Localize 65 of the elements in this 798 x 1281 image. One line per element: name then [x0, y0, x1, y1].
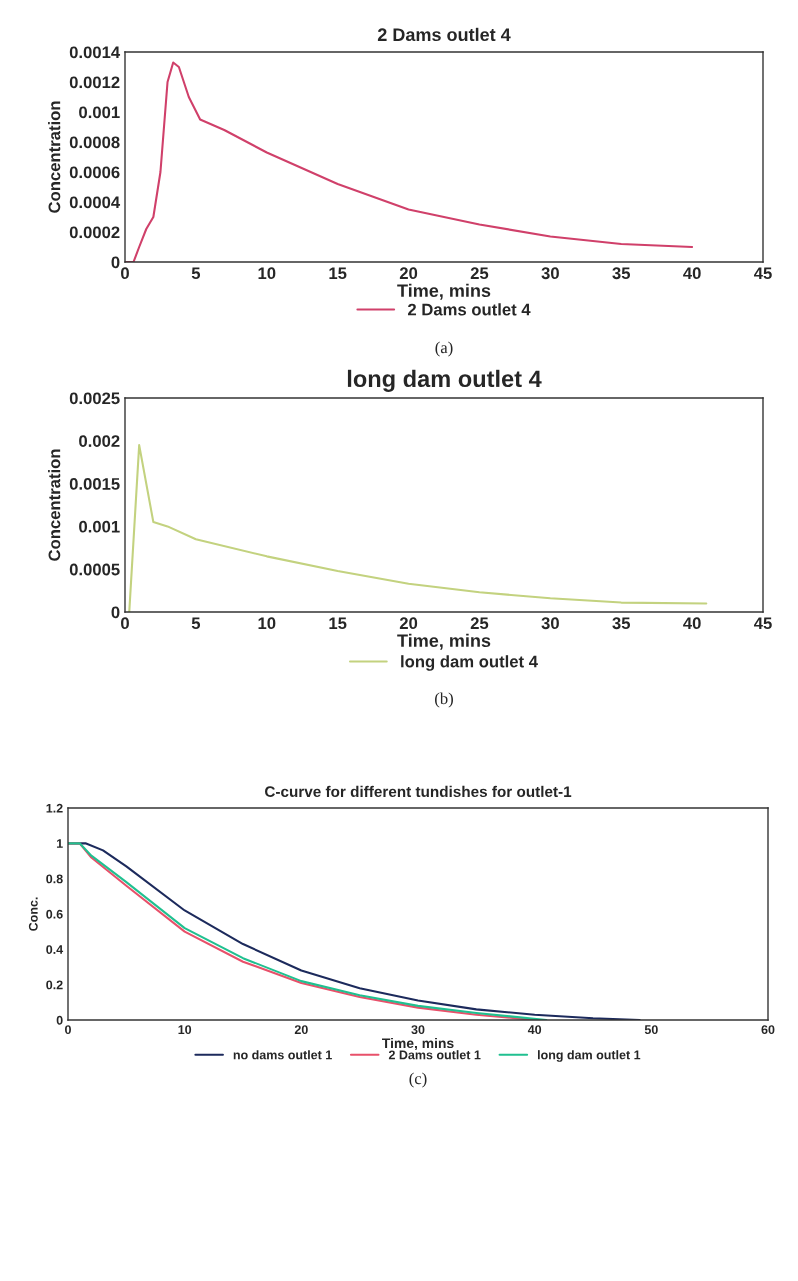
- x-tick-label: 25: [470, 617, 489, 630]
- x-tick-label: 40: [683, 267, 701, 280]
- y-tick-label: 0.001: [79, 520, 120, 533]
- x-tick-label: 20: [294, 1025, 308, 1035]
- y-tick-label: 0.8: [46, 874, 63, 884]
- x-tick-label: 20: [399, 617, 418, 630]
- text: (a): [435, 341, 453, 357]
- x-tick-label: 25: [470, 267, 489, 280]
- text: (c): [409, 1072, 427, 1088]
- legend-label: 2 Dams outlet 1: [388, 1050, 481, 1060]
- text: (b): [435, 692, 453, 708]
- y-axis-title: Concentration: [48, 449, 61, 561]
- x-tick-label: 30: [541, 617, 559, 630]
- y-tick-label: 0: [56, 1015, 63, 1025]
- legend-label: long dam outlet 1: [537, 1050, 641, 1062]
- y-tick-label: 0: [111, 606, 120, 619]
- x-tick-label: 45: [753, 617, 772, 630]
- x-axis-title: Time, mins: [397, 283, 491, 300]
- x-axis-title: Time, mins: [382, 1037, 454, 1051]
- y-tick-label: 1.2: [46, 803, 63, 813]
- x-tick-label: 5: [191, 617, 201, 630]
- y-tick-label: 0.0006: [69, 166, 120, 179]
- legend-label: long dam outlet 4: [401, 655, 538, 671]
- y-tick-label: 0.0012: [69, 76, 120, 89]
- y-tick-label: 0.0014: [69, 46, 121, 59]
- x-tick-label: 10: [258, 617, 276, 630]
- legend-label: no dams outlet 1: [233, 1050, 332, 1060]
- legend-label: 2 Dams outlet 4: [407, 303, 531, 316]
- line-series: [128, 444, 708, 612]
- y-tick-label: 0.6: [46, 909, 63, 919]
- y-tick-label: 0.001: [79, 106, 120, 119]
- y-tick-label: 0.002: [79, 435, 120, 447]
- x-tick-label: 10: [178, 1025, 192, 1035]
- y-tick-label: 0.0002: [69, 226, 120, 239]
- y-axis-title: Concentration: [48, 101, 61, 213]
- x-tick-label: 40: [527, 1025, 542, 1035]
- y-tick-label: 0: [111, 256, 120, 269]
- chart-title: long dam outlet 4: [347, 369, 542, 392]
- y-tick-label: 0.0005: [69, 563, 120, 576]
- x-tick-label: 35: [612, 617, 631, 630]
- y-axis-title: Conc.: [28, 897, 38, 931]
- x-tick-label: 40: [683, 617, 701, 630]
- y-tick-label: 0.0008: [69, 136, 120, 149]
- y-tick-label: 0.0004: [69, 196, 121, 209]
- x-tick-label: 10: [258, 267, 276, 280]
- x-tick-label: 30: [541, 267, 559, 280]
- x-tick-label: 45: [753, 267, 772, 280]
- y-tick-label: 1: [56, 839, 63, 848]
- x-axis-title: Time, mins: [397, 633, 491, 650]
- y-tick-label: 0.0025: [69, 392, 120, 405]
- x-tick-label: 0: [121, 267, 129, 280]
- y-tick-label: 0.4: [46, 945, 64, 954]
- y-tick-label: 0.0015: [69, 478, 120, 490]
- x-tick-label: 15: [329, 267, 347, 280]
- x-tick-label: 50: [644, 1025, 658, 1035]
- x-tick-label: 30: [411, 1025, 425, 1035]
- x-tick-label: 60: [761, 1025, 775, 1035]
- chart-title: C-curve for different tundishes for outlet-1: [265, 785, 572, 798]
- y-tick-label: 0.2: [46, 980, 63, 990]
- x-tick-label: 15: [329, 617, 347, 630]
- x-tick-label: 35: [612, 267, 631, 280]
- chart-title: 2 Dams outlet 4: [377, 27, 511, 42]
- x-tick-label: 0: [121, 617, 129, 630]
- x-tick-label: 5: [191, 267, 201, 280]
- x-tick-label: 20: [399, 267, 418, 280]
